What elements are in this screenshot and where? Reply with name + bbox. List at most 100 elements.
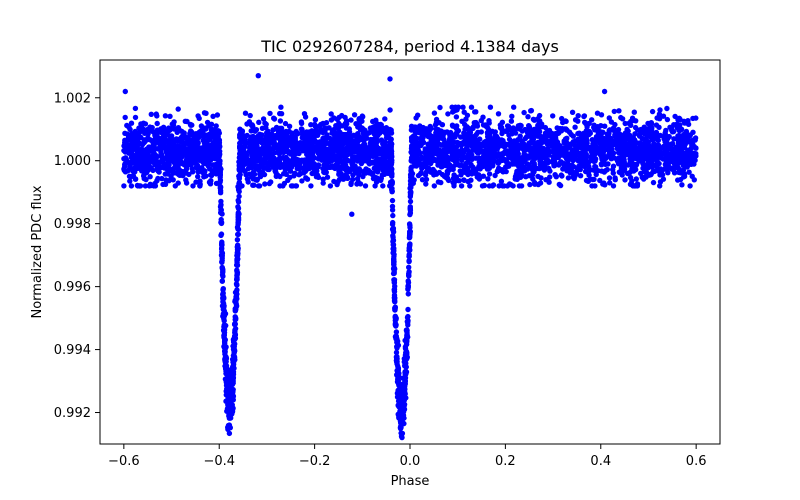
data-point [301,157,308,163]
data-point [428,169,434,175]
data-point [337,150,343,156]
data-point [394,339,400,345]
data-point [448,144,455,150]
data-point [405,306,411,313]
data-point [184,160,190,167]
data-point [250,170,256,176]
data-point [154,159,161,165]
data-point [591,122,597,128]
data-point [428,139,434,145]
data-point [235,226,241,232]
data-point [228,380,235,386]
data-point [346,148,353,154]
data-point [282,120,289,127]
data-point [453,177,460,183]
data-point [205,142,211,149]
data-point [372,118,379,124]
data-point [583,132,589,138]
data-point [163,161,170,168]
data-point [249,122,255,128]
data-point [308,183,314,189]
data-point [143,168,149,175]
data-point [220,300,227,307]
data-point [168,133,175,139]
data-point [500,151,506,157]
data-point [637,131,643,138]
data-point [310,149,316,155]
data-point [390,219,396,226]
data-point [301,111,308,117]
data-point [552,159,558,165]
data-point [408,175,414,181]
data-point [436,169,443,176]
data-point [391,297,398,303]
data-point [132,105,139,112]
data-point [399,409,406,415]
data-point [402,381,408,387]
data-point [503,164,509,170]
data-point [259,132,265,138]
data-point [592,163,598,170]
data-point [567,144,573,150]
data-point [282,167,289,173]
data-point [167,113,173,120]
data-point [259,140,266,146]
data-point [680,137,686,144]
data-point [348,158,354,164]
data-point [194,138,201,145]
data-point [235,205,242,212]
data-point [433,130,439,136]
data-point [426,143,432,150]
data-point [534,140,540,147]
data-point [673,165,679,171]
data-point [676,151,682,157]
data-point [219,265,225,271]
data-point [414,140,421,147]
data-point [405,291,411,297]
data-point [413,115,419,121]
data-point [271,115,277,121]
data-point [407,192,414,198]
data-point [640,175,647,181]
data-point [264,149,270,155]
data-point [675,117,681,123]
data-point [589,137,595,143]
data-point [309,128,315,134]
data-point [408,123,415,129]
data-point [521,109,527,116]
data-point [486,171,493,177]
data-point [469,143,475,150]
data-point [679,182,685,188]
y-tick-label: 1.000 [54,154,91,169]
data-points [121,73,699,441]
data-point [583,151,589,158]
data-point [175,106,181,112]
data-point [650,179,657,186]
data-point [374,164,381,170]
data-point [234,262,240,268]
data-point [298,126,305,132]
data-point [390,237,397,243]
data-point [235,211,241,218]
data-point [284,156,291,162]
data-point [689,173,695,179]
data-point [255,183,262,189]
data-point [633,146,640,153]
data-point [158,153,164,160]
data-point [515,146,521,153]
data-point [276,160,283,166]
data-point [329,128,336,134]
data-point [498,156,504,163]
y-axis-label: Normalized PDC flux [30,185,45,318]
data-point [533,152,539,158]
data-point [553,152,559,159]
data-point [506,132,512,138]
data-point [575,143,581,150]
data-point [387,76,393,82]
data-point [208,172,214,178]
data-point [619,116,626,122]
data-point [692,135,699,141]
data-point [123,140,130,147]
data-point [577,164,584,170]
data-point [345,143,351,149]
